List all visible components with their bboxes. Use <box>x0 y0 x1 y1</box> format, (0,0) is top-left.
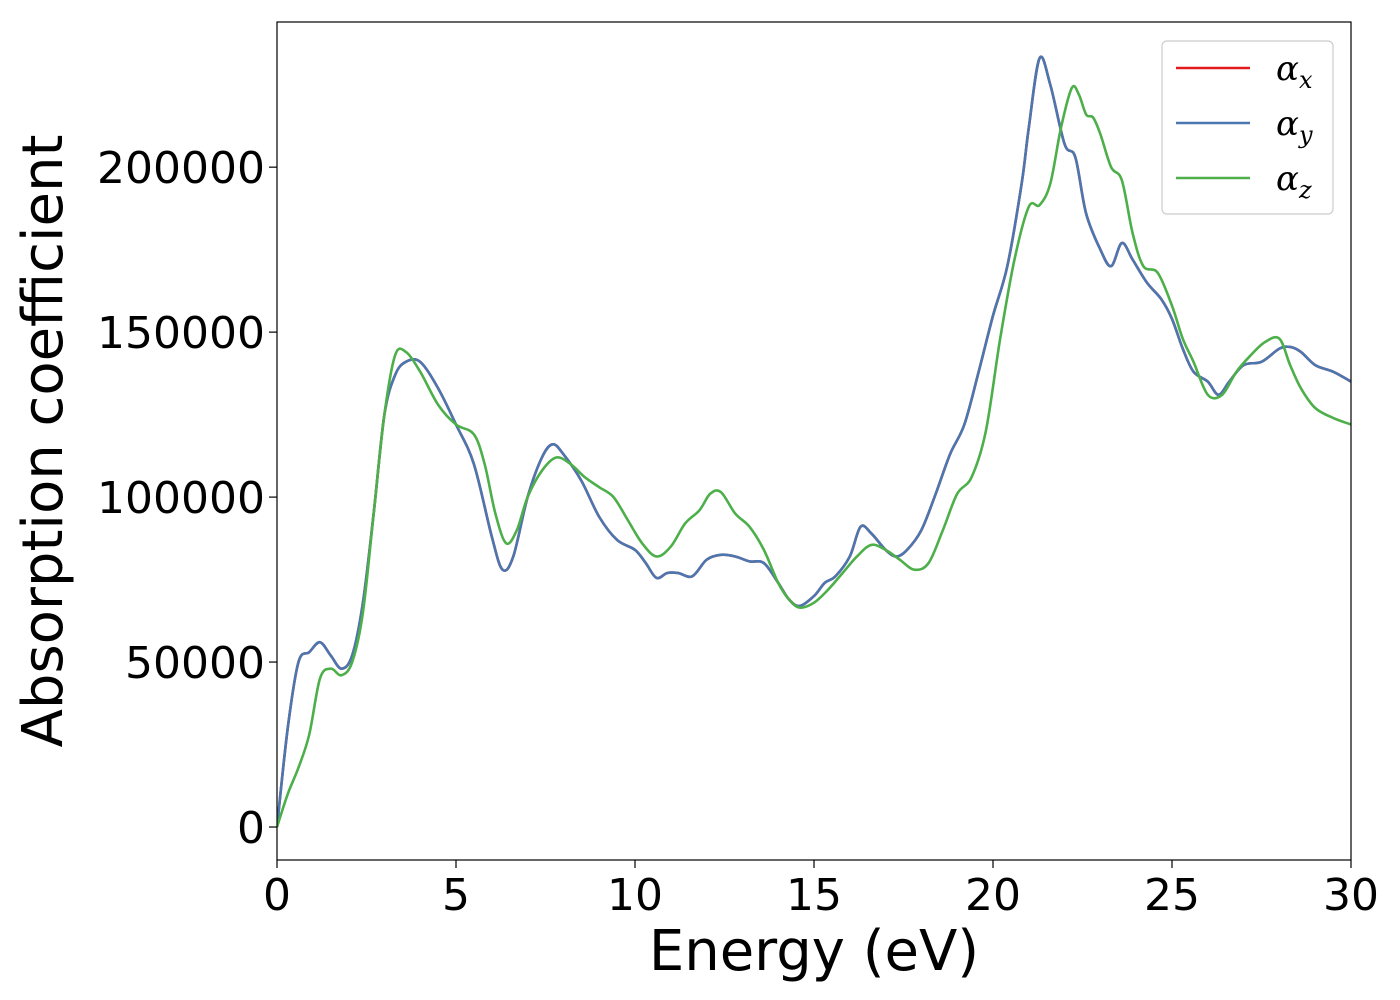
y-axis-title: Absorption coefficient <box>11 135 76 748</box>
x-tick-label: 5 <box>442 870 470 921</box>
x-tick-label: 0 <box>263 870 291 921</box>
x-tick-label: 30 <box>1323 870 1379 921</box>
y-tick-label: 150000 <box>97 308 265 359</box>
y-axis-ticks: 0 50000 100000 150000 200000 <box>97 143 277 854</box>
y-tick-label: 0 <box>237 803 265 854</box>
x-axis-title: Energy (eV) <box>649 919 979 984</box>
x-axis-ticks: 0 5 10 15 20 25 30 <box>263 860 1379 921</box>
y-tick-label: 100000 <box>97 473 265 524</box>
y-tick-label: 200000 <box>97 143 265 194</box>
legend: αx αy αz <box>1161 40 1334 215</box>
legend-label-x: αx <box>1276 49 1313 94</box>
x-tick-label: 10 <box>607 870 663 921</box>
x-tick-label: 20 <box>965 870 1021 921</box>
series-layer <box>277 55 1351 828</box>
series-line-y <box>277 55 1351 828</box>
x-tick-label: 25 <box>1144 870 1200 921</box>
legend-label-z: αz <box>1276 159 1312 204</box>
x-tick-label: 15 <box>786 870 842 921</box>
legend-label-y: αy <box>1276 104 1313 149</box>
y-tick-label: 50000 <box>125 638 265 689</box>
series-line-z <box>277 84 1351 828</box>
legend-frame <box>1161 40 1334 215</box>
